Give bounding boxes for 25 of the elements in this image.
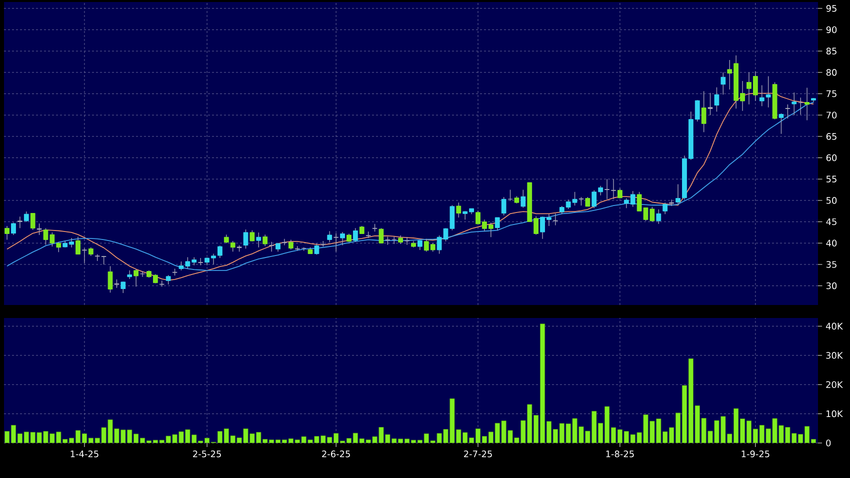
y-tick-label: 70 [826, 112, 837, 118]
y-tick-label: 60 [826, 154, 837, 162]
x-tick-label: 1-9-25 [742, 450, 770, 458]
x-tick-label: 1-8-25 [606, 450, 634, 458]
y-tick-label: 40 [826, 240, 837, 247]
y-tick-label: 65 [826, 133, 836, 140]
y-tick-label: 55 [826, 176, 836, 182]
y-tick-label: 50 [826, 197, 837, 204]
y-tick-label: 95 [826, 5, 836, 12]
x-tick-label: 1-4-25 [70, 450, 98, 458]
y-tick-label: 40K [826, 322, 843, 330]
x-tick-label: 2-6-25 [322, 450, 350, 458]
y-tick-label: 10K [826, 410, 843, 418]
y-tick-label: 75 [826, 90, 836, 98]
y-tick-label: 80 [826, 69, 837, 76]
y-tick-label: 90 [826, 26, 837, 34]
y-tick-label: 45 [826, 218, 836, 226]
y-tick-label: 20K [826, 381, 843, 388]
y-tick-label: 35 [826, 261, 836, 268]
y-tick-label: 0 [826, 440, 831, 446]
y-tick-label: 30 [826, 282, 837, 290]
x-tick-label: 2-5-25 [193, 450, 221, 458]
y-tick-label: 85 [826, 48, 836, 54]
x-tick-label: 2-7-25 [464, 450, 492, 458]
y-tick-label: 30K [826, 352, 843, 359]
